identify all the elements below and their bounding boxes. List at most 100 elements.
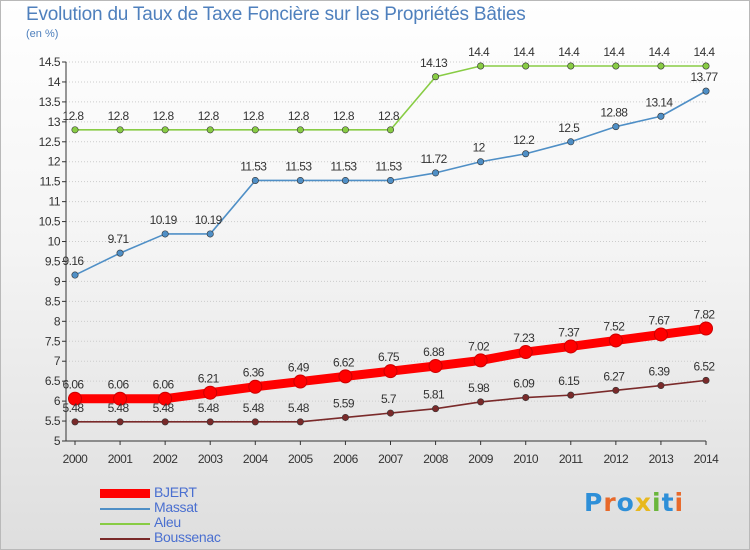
data-label-aleu: 14.4	[603, 45, 625, 59]
logo-letter: x	[634, 488, 652, 517]
data-label-boussenac: 6.09	[513, 377, 535, 391]
data-point-boussenac	[612, 386, 620, 394]
logo-letter: i	[652, 488, 662, 517]
data-label-bjert: 6.06	[63, 378, 85, 392]
legend-label-massat: Massat	[154, 499, 198, 515]
x-tick-label: 2014	[694, 452, 720, 466]
data-point-boussenac	[522, 394, 530, 402]
y-tick-label: 5	[54, 434, 61, 448]
data-label-aleu: 12.8	[108, 109, 130, 123]
legend-label-boussenac: Boussenac	[154, 529, 221, 545]
data-label-aleu: 12.8	[288, 109, 310, 123]
data-label-bjert: 7.67	[648, 313, 670, 327]
y-tick-label: 11.5	[40, 175, 61, 189]
y-tick-label: 14	[48, 75, 61, 89]
data-point-bjert	[653, 327, 668, 342]
data-point-bjert	[383, 364, 398, 379]
data-point-boussenac	[567, 391, 575, 399]
legend-swatch-bjert	[100, 489, 150, 498]
data-point-massat	[702, 87, 710, 95]
data-point-aleu	[567, 62, 575, 70]
logo-letter: o	[616, 488, 635, 517]
data-label-aleu: 14.4	[648, 45, 670, 59]
data-point-aleu	[116, 126, 124, 134]
y-tick-label: 5.5	[45, 414, 61, 428]
data-label-boussenac: 5.7	[381, 392, 397, 406]
data-point-boussenac	[386, 409, 394, 417]
data-label-aleu: 12.8	[198, 109, 220, 123]
x-tick-label: 2009	[468, 452, 494, 466]
y-tick-label: 12.5	[39, 135, 61, 149]
data-point-bjert	[608, 333, 623, 348]
x-tick-label: 2007	[378, 452, 404, 466]
data-label-bjert: 6.06	[108, 378, 130, 392]
data-point-aleu	[657, 62, 665, 70]
data-point-bjert	[293, 374, 308, 389]
data-point-massat	[477, 158, 485, 166]
data-label-bjert: 6.88	[423, 345, 445, 359]
chart-title: Evolution du Taux de Taxe Foncière sur l…	[26, 4, 526, 25]
data-label-boussenac: 5.59	[333, 396, 355, 410]
data-label-massat: 12.5	[558, 121, 580, 135]
y-tick-label: 11	[49, 195, 61, 209]
data-point-massat	[432, 169, 440, 177]
data-label-bjert: 6.21	[198, 372, 220, 386]
legend-label-bjert: BJERT	[154, 484, 197, 500]
data-label-boussenac: 6.39	[648, 365, 670, 379]
data-label-bjert: 6.06	[153, 378, 175, 392]
data-label-aleu: 12.8	[333, 109, 355, 123]
y-tick-label: 9.5	[45, 254, 61, 268]
data-point-massat	[116, 249, 124, 257]
data-label-boussenac: 5.48	[243, 401, 265, 415]
data-point-aleu	[386, 126, 394, 134]
data-label-massat: 11.53	[330, 159, 357, 173]
data-label-massat: 9.71	[108, 232, 130, 246]
data-point-aleu	[702, 62, 710, 70]
logo-letter: i	[674, 488, 685, 517]
data-point-massat	[341, 176, 349, 184]
data-label-massat: 10.19	[150, 213, 178, 227]
data-label-bjert: 7.37	[558, 325, 580, 339]
data-point-massat	[522, 150, 530, 158]
y-tick-label: 7	[54, 354, 61, 368]
data-point-boussenac	[251, 418, 259, 426]
logo-letter: t	[661, 488, 675, 517]
data-point-massat	[206, 230, 214, 238]
data-point-aleu	[296, 126, 304, 134]
legend-swatch-massat	[100, 508, 150, 510]
data-point-boussenac	[161, 418, 169, 426]
data-point-massat	[161, 230, 169, 238]
y-tick-label: 6.5	[45, 374, 61, 388]
data-label-aleu: 12.8	[153, 109, 175, 123]
y-tick-label: 12	[48, 155, 61, 169]
data-point-aleu	[477, 62, 485, 70]
data-point-boussenac	[702, 376, 710, 384]
data-point-massat	[251, 176, 259, 184]
data-point-bjert	[68, 391, 82, 406]
data-label-massat: 11.53	[375, 159, 402, 173]
data-label-bjert: 6.75	[378, 350, 400, 364]
data-point-boussenac	[71, 418, 79, 426]
data-point-massat	[612, 123, 620, 131]
data-label-aleu: 14.4	[558, 45, 580, 59]
data-point-aleu	[612, 62, 620, 70]
data-point-aleu	[341, 126, 349, 134]
y-tick-label: 8.5	[45, 294, 61, 308]
data-label-bjert: 7.52	[603, 319, 625, 333]
y-tick-label: 8	[54, 314, 61, 328]
y-tick-label: 13.5	[39, 95, 61, 109]
data-point-boussenac	[296, 418, 304, 426]
data-point-bjert	[338, 369, 353, 384]
x-tick-label: 2011	[559, 452, 584, 466]
y-tick-label: 9	[54, 274, 61, 288]
data-label-bjert: 7.23	[513, 331, 535, 345]
data-point-aleu	[432, 73, 440, 81]
data-point-aleu	[71, 126, 79, 134]
logo-text: Proxiti	[584, 488, 684, 517]
y-tick-label: 10.5	[39, 215, 61, 229]
y-tick-label: 13	[48, 115, 61, 129]
data-point-bjert	[699, 321, 713, 336]
y-tick-label: 6	[54, 394, 61, 408]
data-label-aleu: 14.13	[420, 56, 448, 70]
data-label-boussenac: 5.48	[153, 401, 175, 415]
